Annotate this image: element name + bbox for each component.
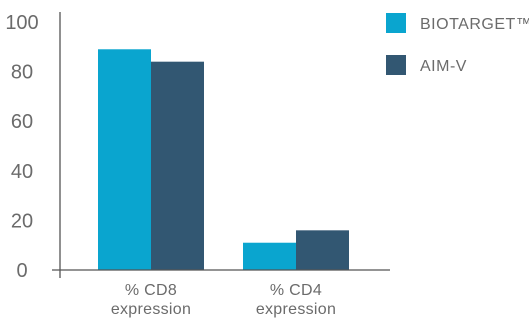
y-tick-label: 60 xyxy=(11,111,33,133)
y-tick-label: 40 xyxy=(11,161,33,183)
x-category-label: % CD4 xyxy=(270,282,322,299)
legend: BIOTARGET™ AIM-V xyxy=(386,13,529,75)
legend-swatch xyxy=(386,55,406,75)
y-tick-label: 100 xyxy=(5,12,38,34)
y-tick-label: 20 xyxy=(11,210,33,232)
legend-label: BIOTARGET™ xyxy=(420,16,529,33)
x-axis: % CD8 expression % CD4 expression xyxy=(52,269,390,318)
bar xyxy=(151,61,204,271)
y-tick-label: 80 xyxy=(11,62,33,84)
y-tick-label: 0 xyxy=(16,260,27,282)
x-category-label: % CD8 xyxy=(125,282,177,299)
bar xyxy=(98,49,151,270)
bar xyxy=(296,230,349,270)
x-category-label: expression xyxy=(256,301,336,318)
y-axis: 0 20 40 60 80 100 xyxy=(5,12,61,282)
x-category-label: expression xyxy=(111,301,191,318)
bar xyxy=(243,242,296,270)
legend-label: AIM-V xyxy=(420,58,467,75)
bars xyxy=(98,49,349,271)
legend-swatch xyxy=(386,13,406,33)
